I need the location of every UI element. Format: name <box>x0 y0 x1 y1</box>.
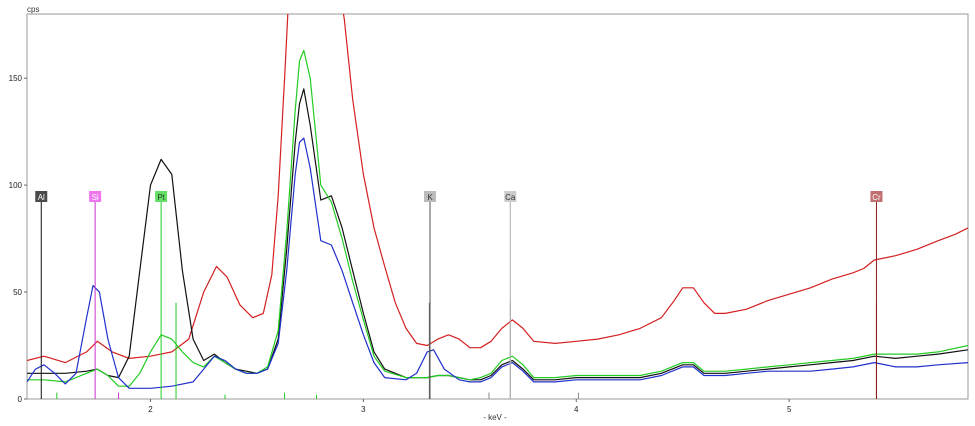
y-tick-label: 150 <box>9 74 23 83</box>
x-tick-label: 3 <box>361 405 366 414</box>
y-unit-label: cps <box>27 5 39 14</box>
y-tick-label: 50 <box>13 288 22 297</box>
spectrum-line-1 <box>27 14 968 364</box>
element-box-ca <box>504 191 517 202</box>
spectrum-line-3 <box>27 49 968 387</box>
element-label-cr: Cr <box>872 193 881 202</box>
y-tick-label: 100 <box>9 181 23 190</box>
spectrum-line-4 <box>27 137 968 389</box>
x-tick-label: 4 <box>574 405 579 414</box>
element-box-al <box>35 191 48 202</box>
element-box-cr <box>870 191 883 202</box>
element-label-si: Si <box>92 193 99 202</box>
x-tick-label: 5 <box>787 405 792 414</box>
element-box-k <box>424 191 437 202</box>
element-label-ca: Ca <box>505 193 516 202</box>
plot-area <box>26 13 969 400</box>
x-unit-label: - keV - <box>483 413 507 422</box>
x-tick-label: 2 <box>148 405 153 414</box>
spectrum-line-2 <box>27 88 968 381</box>
element-label-k: K <box>427 193 433 202</box>
element-label-al: Al <box>38 193 45 202</box>
element-label-pt: Pt <box>157 193 165 202</box>
element-box-pt <box>155 191 168 202</box>
element-box-si <box>89 191 102 202</box>
y-tick-label: 0 <box>18 395 23 404</box>
